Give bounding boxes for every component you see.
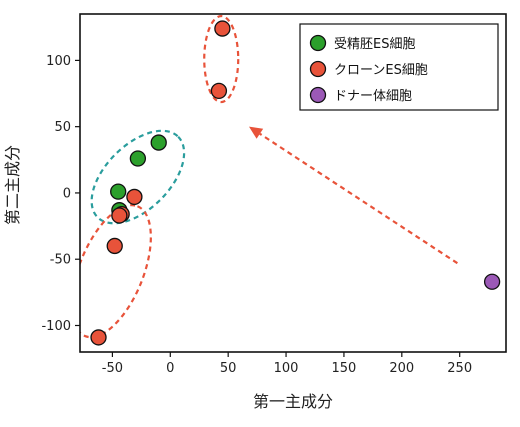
- y-axis-title: 第二主成分: [3, 145, 22, 225]
- data-point-s1-p4: [111, 207, 128, 224]
- y-tick-label-4: 100: [46, 54, 71, 69]
- x-tick-label-2: 50: [220, 361, 237, 376]
- data-point-s1-p0: [214, 20, 231, 37]
- y-tick-label-1: -50: [50, 253, 71, 268]
- legend-label-0: 受精胚ES細胞: [334, 37, 415, 52]
- legend-box: [299, 23, 499, 111]
- x-tick-label-5: 200: [389, 361, 414, 376]
- data-point-s0-p1: [129, 150, 147, 167]
- y-tick-label-3: 50: [54, 120, 71, 135]
- x-axis-title: 第一主成分: [253, 392, 333, 411]
- data-point-s0-p2: [110, 183, 127, 200]
- arrow-head: [249, 126, 264, 139]
- x-tick-label-6: 250: [447, 361, 472, 376]
- data-point-s2-p0: [483, 273, 501, 290]
- arrow-line: [259, 132, 458, 265]
- legend-marker-0: [309, 34, 327, 52]
- data-point-s1-p5: [106, 237, 123, 255]
- cluster-ellipse-0: [203, 14, 240, 104]
- y-tick-label-2: 0: [63, 186, 71, 201]
- legend-marker-1: [309, 60, 327, 78]
- data-point-s1-p6: [90, 329, 107, 346]
- data-point-s1-p1: [210, 82, 228, 100]
- x-tick-label-4: 150: [332, 361, 357, 376]
- data-point-s1-p2: [126, 188, 143, 206]
- x-tick-label-3: 100: [274, 361, 299, 376]
- legend-label-1: クローンES細胞: [334, 63, 428, 78]
- x-tick-label-0: -50: [102, 361, 123, 376]
- cluster-ellipse-1: [90, 129, 186, 225]
- plot-frame: [79, 13, 507, 353]
- cluster-ellipse-2: [80, 204, 152, 339]
- ticks-layer: -50 0 50 100 150 200 250 -100 -50 0 50 100: [41, 54, 472, 376]
- legend-label-2: ドナー体細胞: [334, 89, 412, 104]
- points-layer: [90, 20, 501, 346]
- x-tick-label-1: 0: [166, 361, 174, 376]
- legend-marker-2: [309, 86, 327, 104]
- data-point-s0-p0: [150, 134, 167, 151]
- y-tick-label-0: -100: [41, 319, 71, 334]
- annotations-layer: [80, 14, 458, 339]
